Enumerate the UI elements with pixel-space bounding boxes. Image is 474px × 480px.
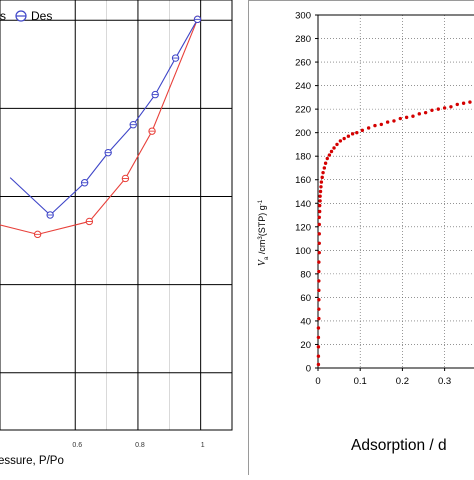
data-point bbox=[423, 110, 428, 115]
adsorption-isotherm-chart: 0 20 40 60 80 100 120 140 160 180 200 220 240 260 280 3… bbox=[257, 11, 474, 454]
x-tick-label: 0 bbox=[315, 376, 320, 387]
plot-frame bbox=[0, 0, 233, 431]
data-point bbox=[317, 250, 321, 255]
data-point bbox=[417, 112, 421, 116]
y-tick-label: 60 bbox=[300, 293, 311, 304]
data-point bbox=[338, 139, 343, 143]
data-point bbox=[430, 108, 434, 113]
data-point bbox=[323, 161, 328, 165]
legend-label-des: Des bbox=[31, 9, 52, 23]
y-tick-label: 20 bbox=[300, 340, 311, 351]
adsorption-isotherm-panel: 0 20 40 60 80 100 120 140 160 180 200 220 240 260 280 3… bbox=[248, 0, 474, 475]
y-axis-label-part: -1 bbox=[258, 199, 264, 205]
data-point bbox=[355, 130, 359, 135]
y-tick-label: 180 bbox=[295, 152, 311, 163]
y-tick-label: 160 bbox=[295, 175, 311, 186]
desorption-isotherm-chart: 0.6 0.8 1 essure, P/Po s Des bbox=[0, 0, 233, 467]
y-tick-label: 40 bbox=[300, 316, 311, 327]
data-point bbox=[318, 194, 322, 198]
y-axis-label-part: a bbox=[264, 256, 270, 260]
data-point bbox=[319, 185, 323, 189]
data-point bbox=[316, 362, 321, 367]
data-point bbox=[404, 115, 409, 120]
desorption-isotherm-panel: 0.6 0.8 1 essure, P/Po s Des bbox=[0, 0, 238, 474]
data-point bbox=[325, 156, 329, 161]
y-axis-label-part: /cm bbox=[257, 240, 267, 257]
x-axis-label: essure, P/Po bbox=[0, 455, 64, 467]
y-tick-label: 140 bbox=[295, 199, 311, 210]
x-tick-label: 0.3 bbox=[438, 376, 451, 387]
data-point bbox=[317, 288, 321, 293]
data-point bbox=[317, 203, 322, 208]
y-axis-label-part: (STP) g bbox=[257, 205, 267, 236]
x-tick-label: 0.8 bbox=[135, 442, 145, 449]
data-point bbox=[317, 298, 321, 302]
data-point bbox=[321, 170, 325, 175]
data-point bbox=[317, 222, 321, 227]
data-point bbox=[436, 107, 440, 111]
data-point bbox=[322, 166, 327, 170]
data-point bbox=[317, 260, 321, 264]
data-point bbox=[455, 102, 459, 107]
data-point bbox=[461, 101, 466, 105]
data-point bbox=[468, 100, 472, 104]
data-point bbox=[319, 180, 324, 184]
legend: s Des bbox=[0, 9, 52, 23]
data-point bbox=[317, 232, 321, 236]
data-point bbox=[373, 123, 377, 128]
y-tick-label: 200 bbox=[295, 128, 311, 139]
data-point bbox=[317, 241, 321, 245]
data-point bbox=[379, 122, 384, 127]
data-point bbox=[320, 175, 324, 180]
data-point bbox=[360, 128, 365, 133]
data-point bbox=[385, 120, 390, 124]
data-point bbox=[332, 146, 336, 150]
data-point bbox=[442, 106, 447, 110]
data-point bbox=[335, 142, 339, 147]
y-tick-label: 0 bbox=[306, 364, 311, 375]
legend-label-s: s bbox=[0, 9, 6, 23]
data-point bbox=[318, 199, 322, 203]
series-line-des bbox=[9, 19, 198, 216]
data-point bbox=[316, 335, 321, 340]
x-tick-label: 0.1 bbox=[354, 376, 367, 387]
data-point bbox=[316, 354, 321, 358]
y-axis-label: Va /cm3(STP) g-1 bbox=[257, 199, 270, 266]
data-point bbox=[317, 215, 321, 220]
y-tick-label: 260 bbox=[295, 58, 311, 69]
y-axis-label-part: 3 bbox=[258, 236, 264, 240]
x-axis-label: Adsorption / d bbox=[351, 437, 447, 454]
y-tick-label: 100 bbox=[295, 246, 311, 257]
data-point bbox=[449, 105, 453, 109]
y-tick-label: 120 bbox=[295, 222, 311, 233]
y-tick-label: 300 bbox=[295, 11, 311, 22]
data-point bbox=[317, 269, 321, 274]
data-point bbox=[316, 326, 321, 330]
y-tick-label: 240 bbox=[295, 81, 311, 92]
y-tick-label: 220 bbox=[295, 105, 311, 116]
series-line-s bbox=[0, 19, 199, 235]
data-point bbox=[317, 316, 321, 321]
data-point bbox=[318, 189, 323, 194]
y-tick-label: 80 bbox=[300, 269, 311, 280]
data-point bbox=[350, 132, 355, 136]
data-point bbox=[316, 345, 321, 349]
y-axis-label-part: V bbox=[257, 258, 268, 266]
data-point bbox=[317, 307, 321, 311]
data-point bbox=[398, 116, 402, 121]
data-point bbox=[329, 149, 334, 154]
x-tick-label: 0.2 bbox=[396, 376, 409, 387]
y-tick-label: 280 bbox=[295, 34, 311, 45]
data-point bbox=[317, 279, 321, 283]
data-point bbox=[392, 119, 396, 123]
x-tick-label: 0.6 bbox=[72, 442, 82, 449]
x-tick-label: 1 bbox=[201, 442, 205, 449]
data-point bbox=[411, 114, 415, 118]
data-point bbox=[346, 134, 351, 138]
data-point bbox=[317, 209, 322, 214]
data-point bbox=[327, 153, 332, 157]
data-point bbox=[366, 126, 371, 130]
data-point bbox=[342, 136, 346, 141]
